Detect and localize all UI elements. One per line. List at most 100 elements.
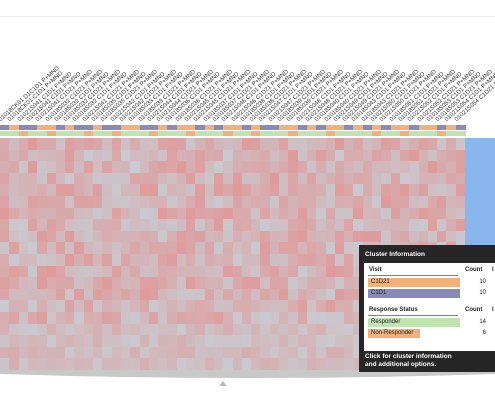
heatmap-cell[interactable]: [186, 242, 196, 255]
heatmap-cell[interactable]: [0, 219, 10, 232]
heatmap-cell[interactable]: [102, 149, 113, 162]
heatmap-cell[interactable]: [418, 219, 429, 232]
heatmap-cell[interactable]: [9, 277, 20, 290]
heatmap-cell[interactable]: [381, 230, 392, 243]
heatmap-cell[interactable]: [102, 219, 113, 232]
heatmap-cell[interactable]: [0, 184, 10, 197]
heatmap-cell[interactable]: [465, 149, 475, 162]
heatmap-cell[interactable]: [55, 277, 66, 290]
heatmap-cell[interactable]: [260, 161, 271, 174]
response-annotation-cell[interactable]: [241, 131, 252, 136]
heatmap-cell[interactable]: [325, 242, 336, 255]
heatmap-cell[interactable]: [83, 184, 94, 197]
heatmap-cell[interactable]: [232, 335, 243, 348]
heatmap-cell[interactable]: [260, 358, 271, 370]
heatmap-cell[interactable]: [102, 300, 113, 313]
heatmap-cell[interactable]: [297, 172, 308, 185]
heatmap-cell[interactable]: [353, 196, 364, 208]
heatmap-cell[interactable]: [83, 254, 94, 266]
heatmap-cell[interactable]: [111, 300, 122, 313]
heatmap-cell[interactable]: [37, 277, 48, 290]
response-annotation-cell[interactable]: [195, 131, 206, 136]
heatmap-cell[interactable]: [195, 138, 206, 150]
heatmap-cell[interactable]: [306, 184, 317, 197]
heatmap-cell[interactable]: [139, 184, 150, 197]
heatmap-cell[interactable]: [446, 230, 457, 243]
heatmap-cell[interactable]: [18, 300, 29, 313]
heatmap-cell[interactable]: [334, 207, 345, 220]
cluster-info-popup[interactable]: Cluster Information Visit Count I C1D21 …: [359, 245, 495, 372]
heatmap-cell[interactable]: [251, 277, 262, 290]
heatmap-cell[interactable]: [176, 265, 187, 278]
heatmap-cell[interactable]: [288, 254, 299, 266]
heatmap-cell[interactable]: [418, 149, 429, 162]
heatmap-cell[interactable]: [167, 254, 178, 266]
heatmap-cell[interactable]: [195, 346, 206, 359]
response-annotation-cell[interactable]: [18, 131, 29, 136]
heatmap-cell[interactable]: [65, 323, 76, 336]
heatmap-cell[interactable]: [65, 138, 76, 150]
heatmap-cell[interactable]: [158, 254, 169, 266]
heatmap-cell[interactable]: [362, 230, 373, 243]
heatmap-cell[interactable]: [27, 184, 38, 197]
heatmap-cell[interactable]: [213, 138, 224, 150]
heatmap-cell[interactable]: [0, 196, 10, 208]
heatmap-cell[interactable]: [18, 172, 29, 185]
heatmap-cell[interactable]: [158, 335, 169, 348]
heatmap-cell[interactable]: [9, 242, 20, 255]
heatmap-cell[interactable]: [102, 288, 113, 301]
heatmap-cell[interactable]: [399, 149, 410, 162]
heatmap-cell[interactable]: [213, 265, 224, 278]
heatmap-cell[interactable]: [251, 138, 262, 150]
heatmap-cell[interactable]: [158, 219, 169, 232]
heatmap-cell[interactable]: [46, 149, 57, 162]
heatmap-cell[interactable]: [167, 196, 178, 208]
heatmap-cell[interactable]: [9, 300, 20, 313]
heatmap-cell[interactable]: [74, 358, 85, 370]
response-annotation-cell[interactable]: [37, 131, 48, 136]
heatmap-cell[interactable]: [409, 230, 420, 243]
response-annotation-cell[interactable]: [390, 131, 401, 136]
visit-annotation-cell[interactable]: [390, 125, 401, 130]
heatmap-cell[interactable]: [167, 149, 178, 162]
heatmap-cell[interactable]: [446, 196, 457, 208]
heatmap-cell[interactable]: [186, 358, 196, 370]
heatmap-cell[interactable]: [455, 172, 466, 185]
heatmap-cell[interactable]: [334, 184, 345, 197]
heatmap-cell[interactable]: [418, 172, 429, 185]
heatmap-cell[interactable]: [83, 300, 94, 313]
heatmap-cell[interactable]: [74, 254, 85, 266]
heatmap-cell[interactable]: [93, 312, 103, 324]
heatmap-cell[interactable]: [334, 335, 345, 348]
heatmap-cell[interactable]: [93, 138, 103, 150]
heatmap-cell[interactable]: [176, 161, 187, 174]
heatmap-cell[interactable]: [74, 300, 85, 313]
heatmap-cell[interactable]: [130, 207, 141, 220]
heatmap-cell[interactable]: [232, 277, 243, 290]
heatmap-cell[interactable]: [269, 288, 280, 301]
heatmap-cell[interactable]: [213, 184, 224, 197]
heatmap-cell[interactable]: [418, 184, 429, 197]
heatmap-cell[interactable]: [232, 172, 243, 185]
heatmap-cell[interactable]: [353, 172, 364, 185]
heatmap-cell[interactable]: [381, 196, 392, 208]
heatmap-cell[interactable]: [492, 196, 495, 208]
heatmap-cell[interactable]: [306, 242, 317, 255]
heatmap-cell[interactable]: [176, 323, 187, 336]
heatmap-cell[interactable]: [46, 196, 57, 208]
heatmap-cell[interactable]: [232, 149, 243, 162]
heatmap-cell[interactable]: [409, 207, 420, 220]
heatmap-cell[interactable]: [204, 184, 215, 197]
heatmap-cell[interactable]: [409, 149, 420, 162]
heatmap-cell[interactable]: [241, 288, 252, 301]
visit-annotation-cell[interactable]: [344, 125, 355, 130]
heatmap-cell[interactable]: [120, 346, 131, 359]
heatmap-cell[interactable]: [353, 288, 364, 301]
heatmap-cell[interactable]: [325, 265, 336, 278]
heatmap-cell[interactable]: [483, 138, 494, 150]
heatmap-cell[interactable]: [111, 346, 122, 359]
visit-annotation-bar[interactable]: [0, 125, 495, 130]
heatmap-cell[interactable]: [148, 207, 159, 220]
heatmap-cell[interactable]: [195, 288, 206, 301]
heatmap-cell[interactable]: [46, 335, 57, 348]
